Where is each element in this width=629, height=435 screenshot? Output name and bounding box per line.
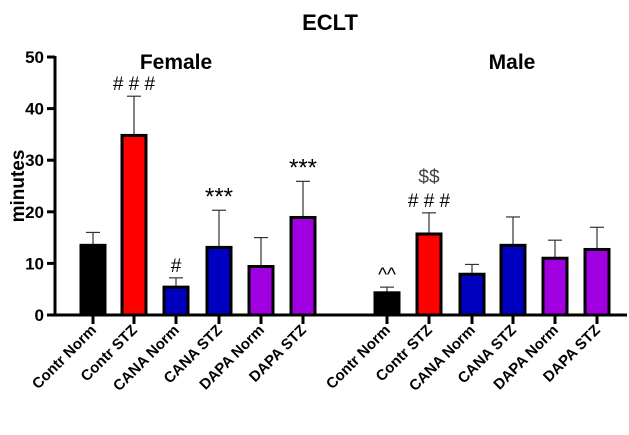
- significance-label: # # #: [408, 191, 451, 212]
- y-tick-label: 30: [25, 151, 44, 170]
- significance-label: ^^: [378, 265, 396, 286]
- bar: [499, 243, 527, 317]
- group-title: Male: [489, 51, 536, 74]
- significance-label: $$: [418, 167, 440, 188]
- bar: [541, 256, 569, 317]
- bar: [373, 291, 401, 317]
- bar: [120, 133, 148, 317]
- y-tick-label: 20: [25, 203, 44, 222]
- significance-label: # # #: [113, 74, 156, 95]
- significance-label: #: [171, 256, 182, 277]
- bar: [162, 285, 190, 317]
- bar: [289, 215, 317, 317]
- y-tick-label: 50: [25, 48, 44, 67]
- significance-label: ***: [289, 154, 317, 181]
- y-tick-label: 40: [25, 100, 44, 119]
- y-tick-label: 10: [25, 254, 44, 273]
- bar: [583, 247, 611, 317]
- bar: [205, 245, 233, 317]
- significance-label: ***: [205, 183, 233, 210]
- bar: [247, 264, 275, 317]
- chart-title: ECLT: [302, 10, 358, 35]
- bar: [458, 272, 486, 317]
- bar: [79, 243, 107, 317]
- bar: [415, 232, 443, 317]
- group-title: Female: [140, 51, 212, 74]
- y-axis-label: minutes: [8, 150, 29, 223]
- y-tick-label: 0: [35, 306, 44, 325]
